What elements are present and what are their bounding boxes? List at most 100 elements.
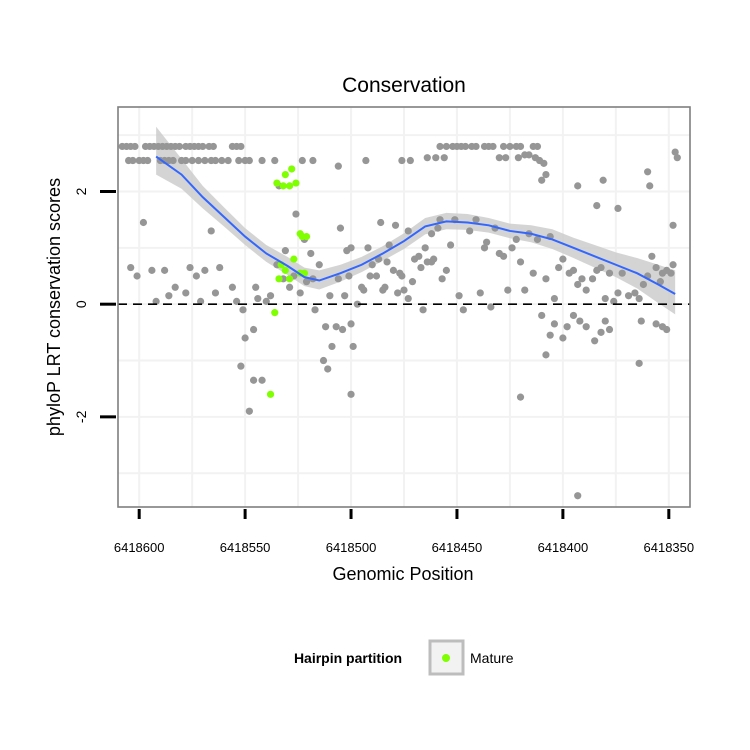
data-point-other bbox=[610, 297, 618, 305]
data-point-other bbox=[188, 156, 196, 165]
data-point-other bbox=[533, 142, 542, 151]
data-point-other bbox=[495, 154, 503, 162]
data-point-other bbox=[582, 286, 590, 294]
data-point-other bbox=[385, 241, 393, 249]
data-point-other bbox=[364, 244, 372, 252]
data-point-other bbox=[423, 154, 431, 162]
data-point-other bbox=[455, 292, 463, 300]
data-point-other bbox=[546, 331, 554, 339]
data-point-other bbox=[569, 311, 578, 320]
grid-lines bbox=[118, 107, 690, 507]
x-tick-label: 6418600 bbox=[114, 540, 165, 555]
points-layer bbox=[118, 142, 681, 500]
data-point-other bbox=[224, 156, 232, 165]
data-point-other bbox=[404, 294, 412, 303]
data-point-mature bbox=[302, 232, 311, 241]
data-point-mature bbox=[275, 275, 283, 283]
data-point-other bbox=[538, 176, 546, 184]
data-point-other bbox=[459, 306, 467, 314]
data-point-other bbox=[440, 154, 448, 162]
data-point-other bbox=[639, 280, 647, 289]
data-point-other bbox=[550, 294, 559, 303]
data-point-other bbox=[408, 278, 417, 286]
data-point-other bbox=[574, 182, 582, 190]
data-point-other bbox=[432, 154, 440, 162]
smooth-line-layer bbox=[155, 155, 676, 295]
data-point-other bbox=[211, 289, 220, 297]
data-point-other bbox=[311, 306, 319, 314]
data-point-other bbox=[447, 241, 455, 249]
data-point-other bbox=[266, 292, 275, 300]
data-point-other bbox=[559, 334, 567, 342]
data-point-other bbox=[338, 325, 347, 334]
y-tick-label: 0 bbox=[73, 300, 89, 308]
data-point-other bbox=[669, 221, 677, 229]
data-point-other bbox=[182, 289, 190, 297]
data-point-other bbox=[383, 258, 391, 266]
data-point-other bbox=[332, 323, 340, 331]
data-point-other bbox=[201, 156, 209, 165]
data-point-other bbox=[669, 261, 677, 269]
data-point-other bbox=[499, 252, 508, 260]
data-point-other bbox=[152, 297, 160, 305]
data-point-other bbox=[489, 142, 497, 151]
data-point-other bbox=[258, 156, 266, 165]
data-point-other bbox=[588, 275, 597, 283]
data-point-other bbox=[599, 176, 607, 184]
data-point-other bbox=[516, 393, 525, 401]
data-point-other bbox=[307, 249, 315, 258]
data-point-other bbox=[525, 151, 533, 159]
data-point-other bbox=[349, 342, 357, 351]
data-point-other bbox=[207, 227, 215, 235]
data-point-other bbox=[347, 244, 355, 252]
x-tick-label: 6418500 bbox=[326, 540, 377, 555]
data-point-other bbox=[506, 142, 514, 151]
data-point-other bbox=[406, 156, 414, 165]
data-point-other bbox=[391, 221, 400, 229]
data-point-other bbox=[336, 224, 345, 232]
data-point-other bbox=[472, 216, 480, 224]
data-point-other bbox=[237, 142, 245, 151]
data-point-other bbox=[427, 230, 436, 238]
data-point-other bbox=[563, 323, 571, 331]
data-point-other bbox=[398, 272, 406, 280]
data-point-other bbox=[353, 300, 361, 308]
data-point-other bbox=[334, 162, 342, 170]
data-point-other bbox=[347, 390, 355, 398]
data-point-other bbox=[404, 227, 412, 235]
data-point-other bbox=[476, 289, 484, 297]
x-axis-title: Genomic Position bbox=[332, 564, 473, 584]
data-point-other bbox=[398, 156, 406, 165]
data-point-other bbox=[165, 292, 173, 300]
data-point-other bbox=[542, 275, 550, 283]
data-point-other bbox=[209, 142, 217, 151]
data-point-other bbox=[597, 263, 605, 272]
data-point-other bbox=[461, 142, 470, 151]
data-point-other bbox=[254, 294, 262, 303]
data-point-other bbox=[233, 297, 241, 305]
data-point-other bbox=[555, 263, 563, 272]
legend-key-mature-dot bbox=[442, 654, 450, 662]
x-axis: 6418600 6418550 6418500 6418450 6418400 64183… bbox=[114, 509, 694, 555]
data-point-other bbox=[347, 320, 355, 328]
data-point-other bbox=[194, 156, 203, 165]
data-point-other bbox=[133, 272, 141, 280]
data-point-other bbox=[245, 407, 253, 415]
data-point-other bbox=[652, 320, 660, 328]
data-point-other bbox=[161, 266, 169, 274]
data-point-other bbox=[438, 275, 446, 283]
data-point-other bbox=[442, 142, 450, 151]
data-point-other bbox=[186, 263, 194, 272]
data-point-other bbox=[508, 244, 516, 252]
legend-title: Hairpin partition bbox=[294, 650, 402, 666]
data-point-other bbox=[578, 275, 586, 283]
data-point-other bbox=[624, 292, 633, 300]
data-point-other bbox=[298, 156, 306, 165]
data-point-other bbox=[228, 283, 236, 291]
data-point-other bbox=[618, 269, 626, 277]
data-point-other bbox=[400, 286, 408, 294]
data-point-mature bbox=[271, 309, 279, 317]
data-point-other bbox=[218, 156, 226, 165]
data-point-other bbox=[516, 258, 525, 266]
data-point-other bbox=[144, 156, 152, 165]
